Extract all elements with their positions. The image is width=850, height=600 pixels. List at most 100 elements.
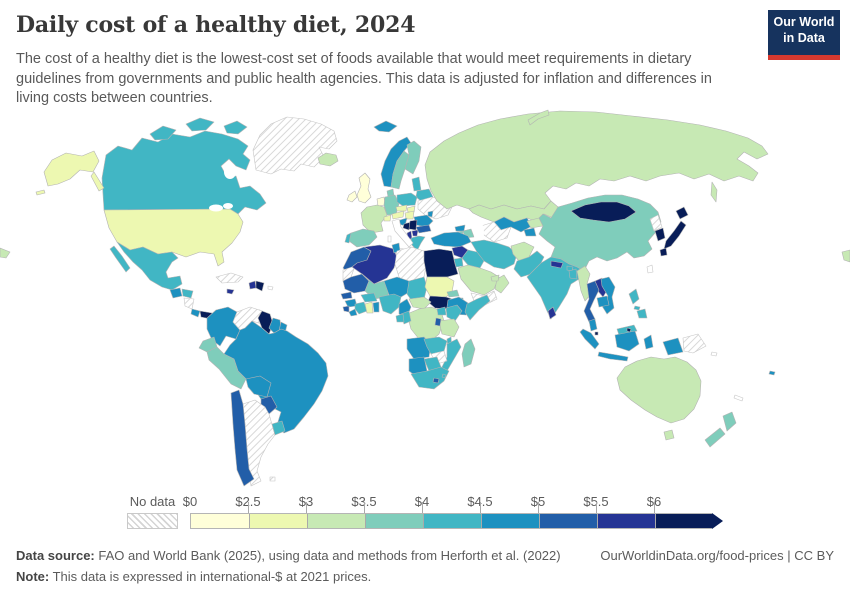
country-indonesia-sumatra[interactable] (579, 328, 600, 350)
country-turkmenistan[interactable] (480, 221, 512, 243)
country-senegal[interactable] (340, 291, 353, 300)
country-bangladesh[interactable] (568, 268, 578, 280)
country-france[interactable] (360, 204, 388, 234)
country-nepal[interactable] (550, 260, 564, 269)
country-czechia[interactable] (395, 204, 408, 212)
country-italy[interactable] (391, 218, 414, 248)
country-solomon-islands[interactable] (710, 351, 718, 357)
country-indonesia-borneo[interactable] (614, 330, 640, 352)
owid-url-link[interactable]: OurWorldinData.org/food-prices | CC BY (600, 548, 834, 563)
country-jamaica[interactable] (226, 288, 235, 295)
country-chile[interactable] (230, 389, 255, 487)
country-guatemala[interactable] (169, 287, 183, 299)
country-mexico-baja[interactable] (109, 245, 131, 273)
country-georgia[interactable] (454, 224, 466, 232)
country-puerto-rico[interactable] (267, 285, 274, 291)
country-falkland-islands[interactable] (269, 476, 276, 482)
country-portugal[interactable] (344, 232, 352, 244)
legend-bin-1[interactable] (249, 514, 307, 528)
country-philippines-visayas[interactable] (633, 305, 641, 311)
country-sierra-leone[interactable] (342, 305, 350, 313)
country-north-korea[interactable] (649, 214, 663, 232)
country-uganda[interactable] (436, 306, 447, 316)
country-tanzania[interactable] (438, 318, 460, 338)
country-north-macedonia[interactable] (411, 229, 419, 237)
legend-bin-5[interactable] (481, 514, 539, 528)
country-united-kingdom[interactable] (356, 172, 372, 204)
country-costa-rica[interactable] (190, 308, 201, 318)
country-cuba[interactable] (215, 272, 244, 284)
country-haiti[interactable] (248, 280, 257, 290)
legend-bin-2[interactable] (307, 514, 365, 528)
country-indonesia-sulawesi[interactable] (643, 334, 654, 350)
country-rwanda-burundi[interactable] (434, 317, 442, 327)
country-alaska[interactable] (43, 150, 100, 187)
country-alaska-panhandle[interactable] (90, 171, 105, 192)
country-somalia[interactable] (464, 294, 491, 321)
country-taiwan[interactable] (646, 264, 654, 274)
country-egypt[interactable] (423, 248, 459, 278)
country-australia-tasmania[interactable] (663, 429, 675, 441)
country-central-african-republic[interactable] (408, 296, 432, 310)
country-moldova[interactable] (427, 210, 434, 218)
country-austria[interactable] (391, 210, 405, 220)
country-ghana[interactable] (364, 301, 374, 314)
country-gabon[interactable] (395, 313, 405, 323)
country-brunei[interactable] (626, 327, 632, 333)
country-lesotho[interactable] (432, 377, 440, 384)
country-australia[interactable] (616, 356, 702, 424)
country-south-korea[interactable] (654, 227, 666, 242)
country-spain[interactable] (348, 228, 378, 248)
legend-no-data-swatch[interactable] (127, 513, 178, 529)
country-tajikistan[interactable] (523, 227, 537, 237)
country-russia-wrap-west[interactable] (0, 247, 11, 259)
legend-bin-4[interactable] (423, 514, 481, 528)
country-sri-lanka[interactable] (547, 306, 557, 320)
country-finland[interactable] (404, 140, 422, 175)
country-baltic-states[interactable] (411, 176, 422, 192)
country-switzerland[interactable] (383, 214, 392, 222)
country-madagascar[interactable] (461, 338, 476, 368)
legend-bin-3[interactable] (365, 514, 423, 528)
country-singapore[interactable] (594, 331, 599, 336)
country-japan-hokkaido[interactable] (675, 206, 689, 220)
country-greenland[interactable] (252, 116, 338, 175)
country-japan-kyushu[interactable] (659, 247, 668, 257)
legend-bin-0[interactable] (191, 514, 249, 528)
country-philippines-luzon[interactable] (628, 288, 640, 305)
country-bulgaria[interactable] (415, 224, 432, 234)
country-fiji[interactable] (768, 370, 776, 376)
country-dominican-republic[interactable] (255, 280, 265, 292)
country-indonesia-java[interactable] (597, 351, 629, 362)
country-serbia[interactable] (408, 219, 418, 231)
country-eritrea[interactable] (446, 289, 460, 298)
country-mongolia[interactable] (570, 201, 637, 223)
country-italy-sardinia[interactable] (387, 235, 392, 243)
legend-bin-6[interactable] (539, 514, 597, 528)
country-burkina-faso[interactable] (360, 292, 378, 303)
country-japan-honshu[interactable] (663, 220, 687, 250)
country-aleutians[interactable] (35, 189, 46, 196)
country-russia-sakhalin[interactable] (710, 181, 718, 203)
country-hungary[interactable] (404, 210, 415, 220)
country-new-caledonia[interactable] (733, 394, 744, 402)
country-canada-arctic-1[interactable] (149, 125, 177, 141)
country-russia-wrap-east[interactable] (841, 249, 850, 263)
country-south-africa[interactable] (410, 366, 450, 390)
country-togo-benin[interactable] (372, 301, 380, 313)
country-thailand[interactable] (583, 280, 600, 323)
country-svalbard[interactable] (373, 120, 398, 133)
country-united-arab-emirates[interactable] (490, 274, 500, 282)
country-poland[interactable] (396, 192, 418, 207)
country-philippines-mindanao[interactable] (636, 308, 648, 319)
country-canada-arctic-3[interactable] (223, 120, 248, 135)
country-ireland[interactable] (346, 190, 358, 203)
country-mexico[interactable] (116, 241, 183, 291)
country-greece[interactable] (410, 235, 426, 252)
country-iran[interactable] (470, 239, 518, 270)
country-venezuela[interactable] (232, 306, 269, 331)
country-iceland[interactable] (317, 152, 339, 167)
legend-bin-7[interactable] (597, 514, 655, 528)
country-indonesia-papua[interactable] (662, 337, 684, 356)
country-cambodia[interactable] (596, 295, 610, 308)
